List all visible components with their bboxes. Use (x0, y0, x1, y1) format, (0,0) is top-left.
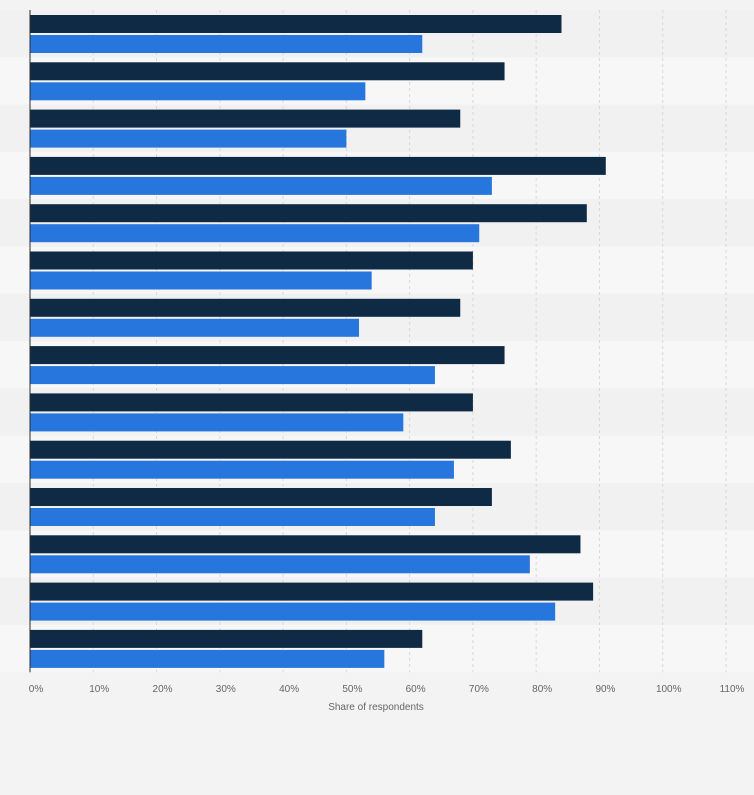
x-tick-label: 10% (89, 684, 109, 695)
bar-series-1[interactable] (30, 346, 505, 365)
bar-series-1[interactable] (30, 488, 492, 506)
x-axis-label: Share of respondents (328, 702, 424, 713)
bar-series-1[interactable] (30, 62, 505, 81)
x-tick-label: 110% (720, 684, 745, 695)
bar-series-2[interactable] (30, 35, 423, 53)
bar-series-1[interactable] (30, 440, 511, 459)
bar-series-2[interactable] (30, 602, 556, 621)
x-tick-label: 30% (216, 684, 236, 695)
bar-series-1[interactable] (30, 535, 581, 554)
bar-series-2[interactable] (30, 271, 372, 290)
bar-series-2[interactable] (30, 508, 435, 526)
bar-series-1[interactable] (30, 15, 562, 33)
x-tick-label: 60% (406, 684, 426, 695)
x-tick-label: 100% (656, 684, 682, 695)
x-tick-label: 50% (342, 684, 362, 695)
bar-series-2[interactable] (30, 129, 347, 148)
x-tick-label: 40% (279, 684, 299, 695)
x-axis-ticks: 0% 10% 20% 30% 40% 50% 60% 70% 80% 90% 100% 110% (29, 684, 745, 695)
bar-series-2[interactable] (30, 82, 366, 101)
bar-series-2[interactable] (30, 366, 435, 385)
x-tick-label: 80% (532, 684, 552, 695)
bar-series-2[interactable] (30, 224, 480, 243)
bars (30, 15, 606, 668)
bar-series-1[interactable] (30, 298, 461, 317)
x-tick-label: 0% (29, 684, 44, 695)
bar-series-2[interactable] (30, 318, 360, 337)
bar-series-1[interactable] (30, 629, 423, 648)
x-tick-label: 70% (469, 684, 489, 695)
bar-series-2[interactable] (30, 176, 492, 195)
bar-series-1[interactable] (30, 109, 461, 128)
bar-series-1[interactable] (30, 156, 606, 175)
bar-series-1[interactable] (30, 204, 587, 223)
x-tick-label: 20% (153, 684, 173, 695)
bar-series-2[interactable] (30, 555, 530, 574)
bar-series-1[interactable] (30, 251, 473, 270)
bar-series-1[interactable] (30, 393, 473, 412)
x-tick-label: 90% (595, 684, 615, 695)
bar-series-2[interactable] (30, 413, 404, 432)
bar-series-2[interactable] (30, 649, 385, 668)
bar-series-2[interactable] (30, 460, 454, 479)
bar-series-1[interactable] (30, 582, 594, 601)
